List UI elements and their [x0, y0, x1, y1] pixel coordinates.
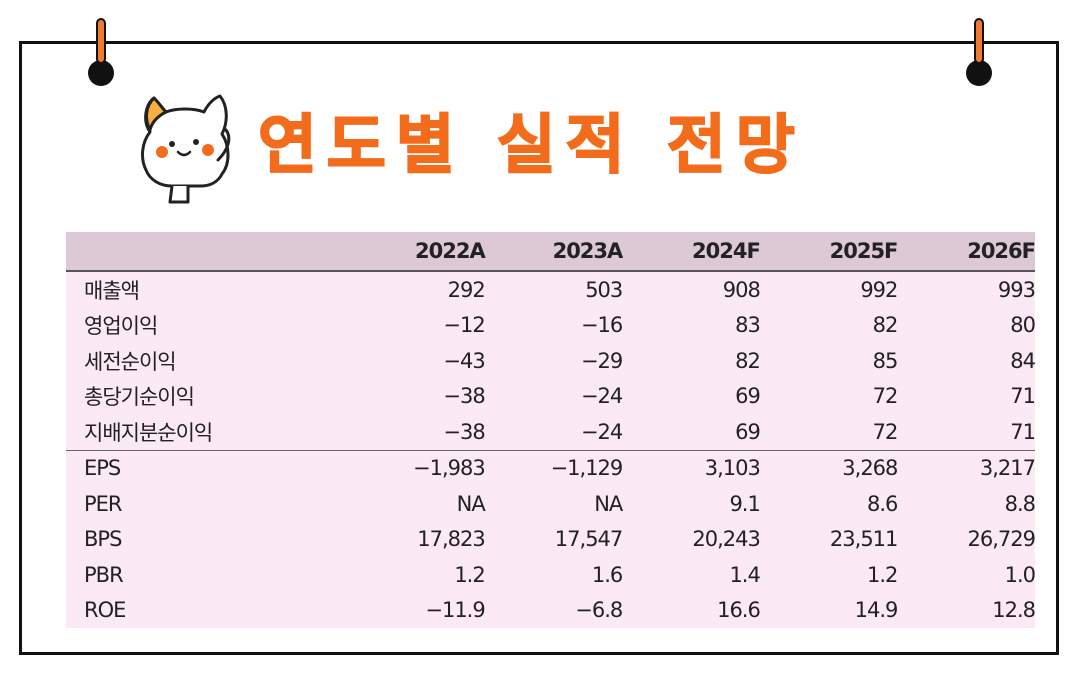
- table-cell: 8.6: [867, 491, 898, 516]
- table-cell: −16: [580, 313, 623, 338]
- table-cell: 17,823: [417, 527, 485, 552]
- column-header-blank: [66, 232, 347, 271]
- row-label: 총당기순이익: [84, 385, 195, 410]
- table-row: ROE −11.9 −6.8 16.6 14.9 12.8: [66, 593, 1036, 629]
- table-row: BPS 17,823 17,547 20,243 23,511 26,729: [66, 522, 1036, 558]
- row-label: 지배지분순이익: [84, 420, 213, 445]
- table-cell: 993: [997, 277, 1036, 302]
- column-header: 2026F: [967, 239, 1036, 263]
- table-cell: NA: [594, 491, 623, 516]
- table-cell: −38: [443, 419, 485, 444]
- table-cell: 292: [447, 277, 486, 302]
- table-cell: 26,729: [967, 527, 1036, 552]
- column-header: 2024F: [692, 239, 761, 263]
- binder-pin-icon: [88, 60, 114, 86]
- row-label: PBR: [84, 562, 124, 587]
- cat-mascot-icon: [141, 94, 231, 204]
- table-cell: 908: [722, 277, 761, 302]
- forecast-table: 2022A 2023A 2024F 2025F 2026F 매출액 292 50…: [66, 232, 1036, 629]
- table-cell: 8.8: [1004, 491, 1036, 516]
- table-cell: −24: [580, 419, 623, 444]
- binder-pin-icon: [96, 18, 106, 64]
- table-cell: −38: [443, 384, 485, 409]
- table-cell: 1.0: [1004, 562, 1036, 587]
- page-title: 연도별 실적 전망: [257, 108, 805, 184]
- table-cell: 1.2: [867, 562, 898, 587]
- table-cell: 23,511: [829, 527, 898, 552]
- column-header: 2023A: [552, 239, 624, 263]
- table-cell: 69: [735, 384, 761, 409]
- table-cell: 9.1: [729, 491, 760, 516]
- table-cell: −12: [443, 313, 485, 338]
- column-header: 2025F: [829, 239, 899, 263]
- row-label: 영업이익: [84, 314, 158, 339]
- table-cell: 503: [585, 277, 623, 302]
- table-row: PBR 1.2 1.6 1.4 1.2 1.0: [66, 557, 1036, 593]
- table-cell: −6.8: [575, 598, 623, 623]
- table-row: 총당기순이익 −38 −24 69 72 71: [66, 379, 1036, 415]
- table-cell: 83: [735, 313, 761, 338]
- table-cell: −24: [580, 384, 623, 409]
- table-cell: 72: [872, 384, 899, 409]
- table-row: 세전순이익 −43 −29 82 85 84: [66, 343, 1036, 379]
- table-cell: −1,983: [347, 449, 486, 486]
- table-cell: −43: [443, 348, 485, 373]
- table-cell: 3,217: [897, 449, 1036, 486]
- table-cell: 82: [735, 348, 761, 373]
- table-row: PER NA NA 9.1 8.6 8.8: [66, 486, 1036, 522]
- table-cell: 20,243: [692, 527, 760, 552]
- table-cell: 84: [1010, 348, 1036, 373]
- table-header-row: 2022A 2023A 2024F 2025F 2026F: [66, 232, 1036, 271]
- row-label: BPS: [84, 527, 122, 552]
- table-cell: 3,268: [759, 449, 898, 486]
- table-cell: 17,547: [554, 527, 623, 552]
- binder-pin-icon: [966, 60, 992, 86]
- binder-pin-icon: [974, 18, 984, 64]
- row-label: 세전순이익: [84, 349, 177, 374]
- row-label: PER: [84, 491, 123, 516]
- table-row: 매출액 292 503 908 992 993: [66, 271, 1036, 308]
- table-cell: 16.6: [717, 598, 761, 623]
- table-cell: −11.9: [425, 598, 485, 623]
- table-cell: −1,129: [484, 449, 623, 486]
- table-cell: −29: [580, 348, 623, 373]
- forecast-table-grid: 2022A 2023A 2024F 2025F 2026F 매출액 292 50…: [66, 232, 1036, 629]
- table-cell: 72: [872, 419, 899, 444]
- table-row: EPS −1,983 −1,129 3,103 3,268 3,217: [66, 449, 1036, 486]
- table-cell: 71: [1010, 419, 1036, 444]
- table-cell: NA: [456, 491, 486, 516]
- table-cell: 80: [1010, 313, 1036, 338]
- table-cell: 992: [860, 277, 898, 302]
- table-cell: 82: [872, 313, 899, 338]
- table-cell: 12.8: [992, 598, 1036, 623]
- row-label: ROE: [84, 598, 126, 623]
- table-cell: 85: [872, 348, 899, 373]
- row-label: 매출액: [84, 278, 140, 303]
- table-cell: 1.2: [454, 562, 485, 587]
- table-cell: 14.9: [854, 598, 899, 623]
- row-label: EPS: [66, 449, 348, 486]
- table-cell: 1.4: [729, 562, 760, 587]
- table-cell: 1.6: [591, 562, 623, 587]
- table-cell: 69: [735, 419, 761, 444]
- column-header: 2022A: [415, 239, 486, 263]
- table-row: 지배지분순이익 −38 −24 69 72 71: [66, 414, 1036, 450]
- table-row: 영업이익 −12 −16 83 82 80: [66, 308, 1036, 344]
- table-cell: 71: [1010, 384, 1036, 409]
- table-cell: 3,103: [622, 449, 761, 486]
